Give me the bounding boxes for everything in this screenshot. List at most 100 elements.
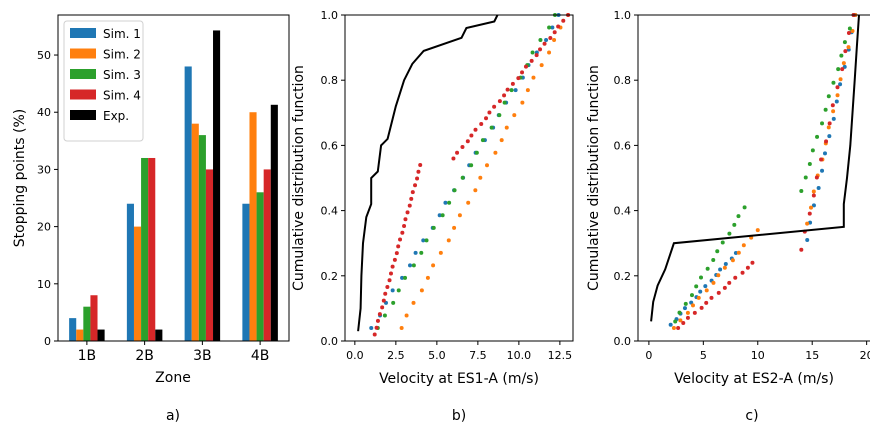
x-tick-label: 5.0 [428,349,446,362]
x-axis-label: Velocity at ES2-A (m/s) [674,371,834,387]
y-tick-label: 0.4 [321,205,339,218]
data-point [834,99,839,104]
data-point [510,81,515,86]
bar [126,203,134,341]
data-point [391,300,396,305]
data-point [523,64,528,69]
data-point [398,237,403,242]
data-point [826,94,831,99]
data-point [509,88,514,93]
data-point [820,168,825,173]
bar-group [69,30,278,342]
data-point [840,67,845,72]
bar [191,123,199,342]
data-point [411,263,416,268]
data-point [489,125,494,130]
y-tick-label: 0.0 [321,335,339,348]
y-tick-label: 0.4 [614,205,632,218]
data-point [492,104,497,109]
x-tick-label: 0.0 [346,349,364,362]
data-point [544,38,549,43]
data-point [689,293,694,298]
data-point [525,88,530,93]
x-axis-label: Velocity at ES1-A (m/s) [379,371,539,387]
data-point [561,18,566,23]
data-point [716,290,721,295]
y-axis-ticks: 0 10 20 30 40 50 [37,49,58,348]
scatter-points [668,13,858,330]
data-point [387,278,392,283]
bar [198,135,206,341]
data-point [394,251,399,256]
bar [249,112,257,341]
data-point [685,310,690,315]
bar [141,157,149,341]
data-point [681,320,686,325]
y-tick-label: 0.0 [614,335,632,348]
data-point [404,313,409,318]
data-point [698,289,703,294]
data-point [730,258,735,263]
data-point [755,228,760,233]
data-point [831,109,836,114]
y-tick-label: 30 [37,163,51,176]
legend-entry: Sim. 2 [103,48,141,62]
data-point [830,103,835,108]
data-point [690,303,695,308]
y-tick-label: 1.0 [321,9,339,22]
x-axis-ticks: 0 5 10 15 20 [645,341,870,362]
data-point [685,315,690,320]
data-point [733,275,738,280]
data-point [750,260,755,265]
data-point [410,190,415,195]
bar [184,66,192,341]
data-point [678,318,683,323]
data-point [403,275,408,280]
data-point [699,305,704,310]
data-point [552,30,557,35]
data-point [480,138,485,143]
data-point [846,31,851,36]
y-tick-label: 0.8 [321,74,339,87]
data-point [822,151,827,156]
bar [90,295,98,341]
x-tick-label: 12.5 [548,349,573,362]
legend-swatch [70,69,96,79]
data-point [676,325,681,330]
data-point [733,250,738,255]
data-point [385,285,390,290]
data-point [696,295,701,300]
data-point [811,193,816,198]
data-point [381,298,386,303]
data-point [668,322,673,327]
data-point [473,127,478,132]
data-point [415,176,420,181]
data-point [709,295,714,300]
data-point [437,213,442,218]
data-point [548,35,553,40]
data-point [846,45,851,50]
data-point [520,100,525,105]
data-point [520,70,525,75]
data-point [474,150,479,155]
data-point [807,161,812,166]
data-point [723,262,728,267]
data-point [390,264,395,269]
data-point [452,225,457,230]
bar [76,329,84,341]
panel-b-cdf-plot: 0.00.20.40.60.81.0 0.0 2.5 5.0 7.5 10.0 12.5 … [291,9,574,424]
data-point [369,325,374,330]
legend-entry: Sim. 3 [103,68,141,82]
y-tick-label: 0.2 [614,270,632,283]
data-point [704,300,709,305]
data-point [457,213,462,218]
data-point [552,38,557,43]
data-point [805,237,810,242]
data-point [538,47,543,52]
data-point [807,211,812,216]
data-point [413,250,418,255]
data-point [531,75,536,80]
panel-caption: b) [452,408,466,424]
data-point [440,213,445,218]
data-point [850,29,855,34]
